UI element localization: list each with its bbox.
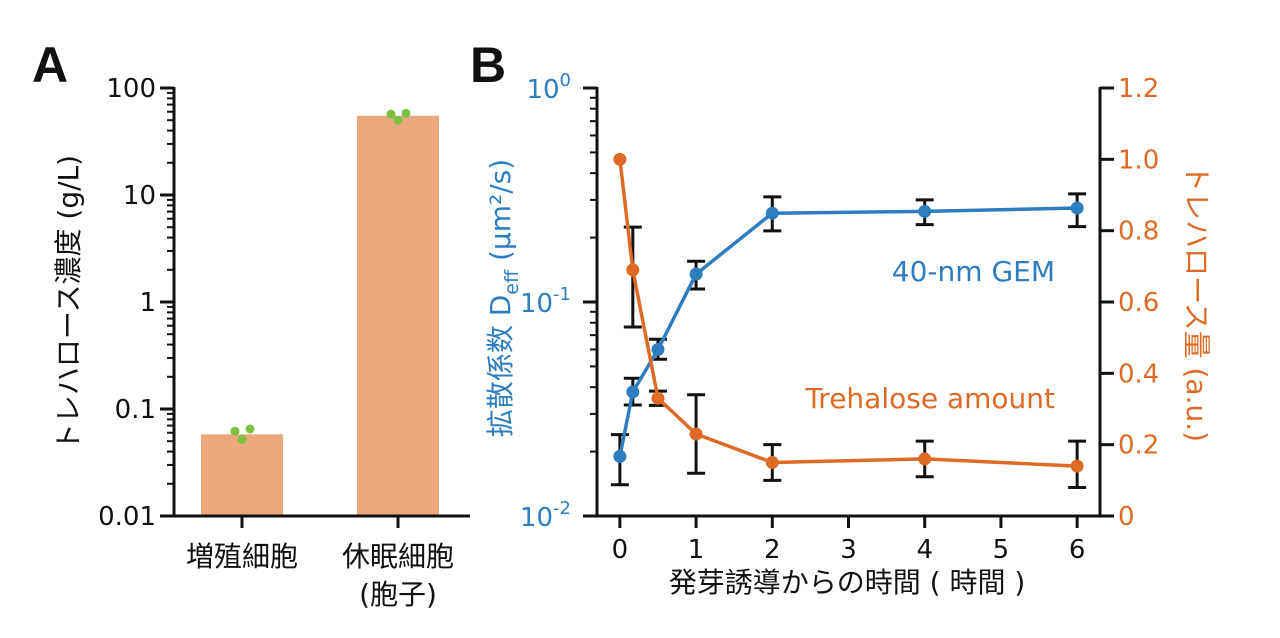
right-y-tick-label: 0.4	[1118, 359, 1159, 389]
bar-2-point-1	[386, 109, 396, 119]
left-y-tick-base: 10	[520, 503, 553, 533]
bar-2	[357, 115, 439, 516]
x-tick-label: 2	[764, 535, 781, 565]
category-label-2-line2: (胞子)	[359, 578, 437, 611]
panel-b-right-axis-title: トレハロース量 (a.u.)	[1180, 164, 1213, 442]
left-y-tick-exp: -2	[553, 498, 571, 519]
left-axis-title-sub: eff	[501, 269, 523, 295]
y-tick-label: 1	[139, 288, 156, 318]
bar-1-point-1	[230, 426, 240, 436]
x-tick-label: 5	[993, 535, 1010, 565]
panel-b-series	[610, 152, 1087, 489]
y-tick-label: 100	[106, 74, 156, 104]
left-y-tick-base: 10	[526, 75, 559, 105]
series-gem-point	[689, 267, 703, 281]
category-label-2: 休眠細胞	[342, 540, 454, 573]
right-y-tick-label: 0	[1118, 502, 1135, 532]
left-axis-title-unit: (μm²/s)	[484, 159, 517, 270]
series-gem-errorbars	[610, 192, 1087, 487]
x-tick-label: 0	[612, 535, 629, 565]
panel-b-letter: B	[470, 37, 506, 93]
right-y-tick-label: 0.6	[1118, 288, 1159, 318]
bar-2-point-2	[393, 115, 403, 125]
y-tick-label: 0.1	[115, 395, 156, 425]
bar-1	[201, 434, 283, 516]
panel-b-x-axis-title: 発芽誘導からの時間 ( 時間 )	[669, 566, 1026, 599]
left-y-tick-label: 10-1	[520, 284, 571, 319]
panel-a-category-labels: 増殖細胞 休眠細胞 (胞子)	[186, 540, 454, 611]
series-trehalose-point	[626, 263, 640, 277]
left-y-tick-label: 10-2	[520, 498, 571, 533]
panel-a: A トレハロース濃度 (g/L) 0.01 0.1 1 10 100 増殖細胞 休眠細胞 (…	[32, 37, 470, 611]
series-gem-point	[918, 204, 932, 218]
series-trehalose-point	[765, 456, 779, 469]
panel-a-axes: 0.01 0.1 1 10 100	[98, 74, 470, 532]
series-label-trehalose: Trehalose amount	[804, 382, 1055, 415]
panel-a-bars	[201, 115, 439, 516]
series-gem-point	[626, 385, 640, 399]
left-y-tick-base: 10	[520, 289, 553, 319]
right-y-tick-label: 1.2	[1118, 74, 1159, 104]
left-axis-title-main: 拡散係数 D	[484, 295, 517, 437]
series-label-gem: 40-nm GEM	[892, 255, 1055, 288]
left-y-tick-exp: -1	[553, 284, 571, 305]
x-tick-label: 1	[688, 535, 705, 565]
left-y-tick-label: 100	[526, 70, 571, 105]
series-gem-line	[618, 206, 1078, 457]
left-y-tick-exp: 0	[560, 70, 571, 91]
panel-a-letter: A	[32, 37, 68, 93]
right-y-tick-label: 0.2	[1118, 431, 1159, 461]
y-tick-label: 0.01	[98, 502, 156, 532]
series-gem-point	[651, 342, 665, 356]
y-tick-label: 10	[123, 181, 156, 211]
series-trehalose-errorbars	[623, 225, 1087, 489]
series-trehalose-point	[918, 452, 932, 466]
series-trehalose-point	[1070, 459, 1084, 473]
bar-2-point-3	[401, 108, 411, 118]
series-gem-point	[613, 449, 627, 463]
panel-a-y-axis-title: トレハロース濃度 (g/L)	[52, 155, 85, 451]
series-trehalose-point	[613, 152, 627, 166]
bar-1-point-3	[245, 424, 255, 434]
x-tick-label: 3	[840, 535, 857, 565]
bar-1-point-2	[237, 434, 247, 444]
series-gem-point	[765, 206, 779, 220]
panel-a-points	[230, 108, 411, 444]
right-y-tick-label: 1.0	[1118, 145, 1159, 175]
panel-b-left-axis-title: 拡散係数 Deff (μm²/s)	[484, 159, 523, 437]
x-tick-label: 6	[1069, 535, 1086, 565]
x-tick-label: 4	[916, 535, 933, 565]
series-gem-point	[1070, 201, 1084, 215]
category-label-1: 増殖細胞	[186, 540, 298, 573]
series-trehalose-line	[618, 159, 1078, 468]
series-trehalose-point	[689, 427, 703, 441]
series-trehalose-point	[651, 391, 665, 405]
right-y-tick-label: 0.8	[1118, 217, 1159, 247]
